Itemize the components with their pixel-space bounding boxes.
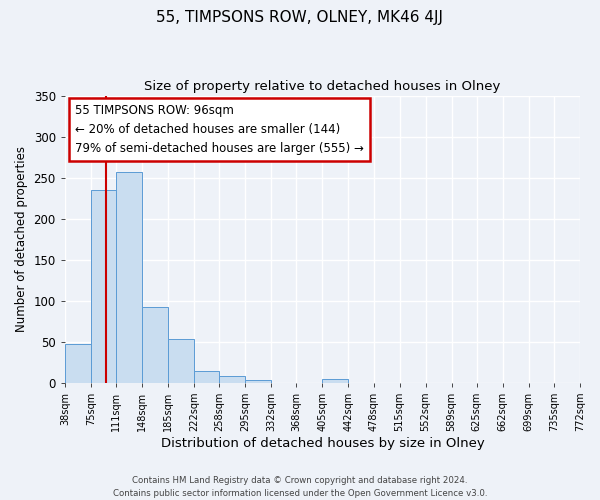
Text: Contains HM Land Registry data © Crown copyright and database right 2024.
Contai: Contains HM Land Registry data © Crown c… <box>113 476 487 498</box>
Bar <box>168 338 194 383</box>
Bar <box>65 344 91 383</box>
Y-axis label: Number of detached properties: Number of detached properties <box>15 146 28 332</box>
Bar <box>322 379 349 383</box>
Text: 55, TIMPSONS ROW, OLNEY, MK46 4JJ: 55, TIMPSONS ROW, OLNEY, MK46 4JJ <box>157 10 443 25</box>
Bar <box>142 306 168 383</box>
Bar <box>116 172 142 383</box>
Bar <box>194 372 219 383</box>
Bar <box>580 380 600 383</box>
Bar <box>91 190 116 383</box>
Text: 55 TIMPSONS ROW: 96sqm
← 20% of detached houses are smaller (144)
79% of semi-de: 55 TIMPSONS ROW: 96sqm ← 20% of detached… <box>75 104 364 155</box>
Bar <box>219 376 245 383</box>
X-axis label: Distribution of detached houses by size in Olney: Distribution of detached houses by size … <box>161 437 484 450</box>
Bar <box>245 380 271 383</box>
Title: Size of property relative to detached houses in Olney: Size of property relative to detached ho… <box>144 80 500 93</box>
